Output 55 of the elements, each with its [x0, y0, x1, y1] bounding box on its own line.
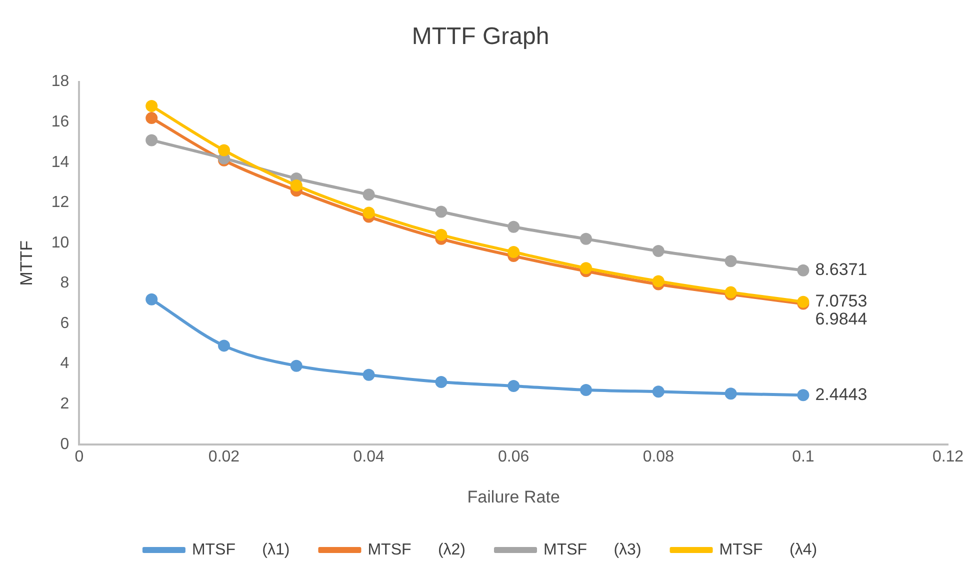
- point: [218, 144, 230, 156]
- x-tick-label: 0: [74, 448, 84, 466]
- point: [652, 245, 664, 258]
- point: [580, 384, 592, 396]
- y-axis-title: MTTF: [16, 240, 36, 286]
- point: [435, 206, 448, 218]
- point: [290, 360, 302, 372]
- y-tick-label: 4: [60, 355, 70, 372]
- data-label: 2.4443: [815, 384, 868, 404]
- y-tick-label: 2: [60, 396, 70, 413]
- y-tick-label: 16: [51, 113, 70, 130]
- x-tick-label: 0.06: [498, 448, 530, 466]
- data-label: 6.9844: [815, 310, 868, 329]
- x-tick-label: 0.1: [792, 448, 814, 466]
- chart-title: MTTF Graph: [412, 23, 550, 50]
- point: [652, 275, 664, 288]
- point: [797, 389, 810, 402]
- legend-label: MTSF (λ3): [544, 541, 642, 558]
- point: [146, 134, 158, 146]
- point: [435, 228, 448, 241]
- point: [724, 255, 737, 268]
- x-axis-title: Failure Rate: [467, 487, 560, 506]
- data-label: 7.0753: [815, 292, 868, 311]
- point: [724, 388, 737, 400]
- point: [508, 220, 520, 233]
- legend-label: MTSF (λ4): [719, 541, 818, 558]
- point: [362, 206, 375, 219]
- point: [580, 262, 592, 274]
- y-tick-label: 12: [51, 194, 70, 212]
- y-tick-label: 14: [51, 154, 70, 171]
- x-tick-label: 0.12: [932, 448, 964, 466]
- point: [362, 188, 375, 201]
- x-tick-label: 0.04: [353, 448, 384, 466]
- y-tick-label: 0: [60, 436, 70, 453]
- point: [652, 386, 664, 398]
- x-tick-label: 0.08: [642, 448, 674, 466]
- x-tick-label: 0.02: [208, 448, 240, 466]
- legend-label: MTSF (λ1): [192, 541, 290, 558]
- point: [508, 246, 520, 258]
- point: [290, 180, 302, 192]
- legend-label: MTSF (λ2): [368, 541, 466, 558]
- point: [797, 264, 810, 276]
- point: [362, 368, 375, 381]
- y-tick-label: 6: [60, 314, 70, 332]
- y-tick-label: 10: [51, 234, 70, 252]
- point: [146, 100, 158, 112]
- point: [146, 293, 158, 306]
- data-label: 8.6371: [815, 260, 868, 280]
- point: [508, 380, 520, 392]
- point: [580, 232, 592, 245]
- y-tick-label: 8: [60, 274, 70, 292]
- point: [146, 112, 158, 124]
- point: [435, 376, 448, 388]
- y-tick-label: 18: [51, 73, 70, 90]
- point: [218, 340, 230, 352]
